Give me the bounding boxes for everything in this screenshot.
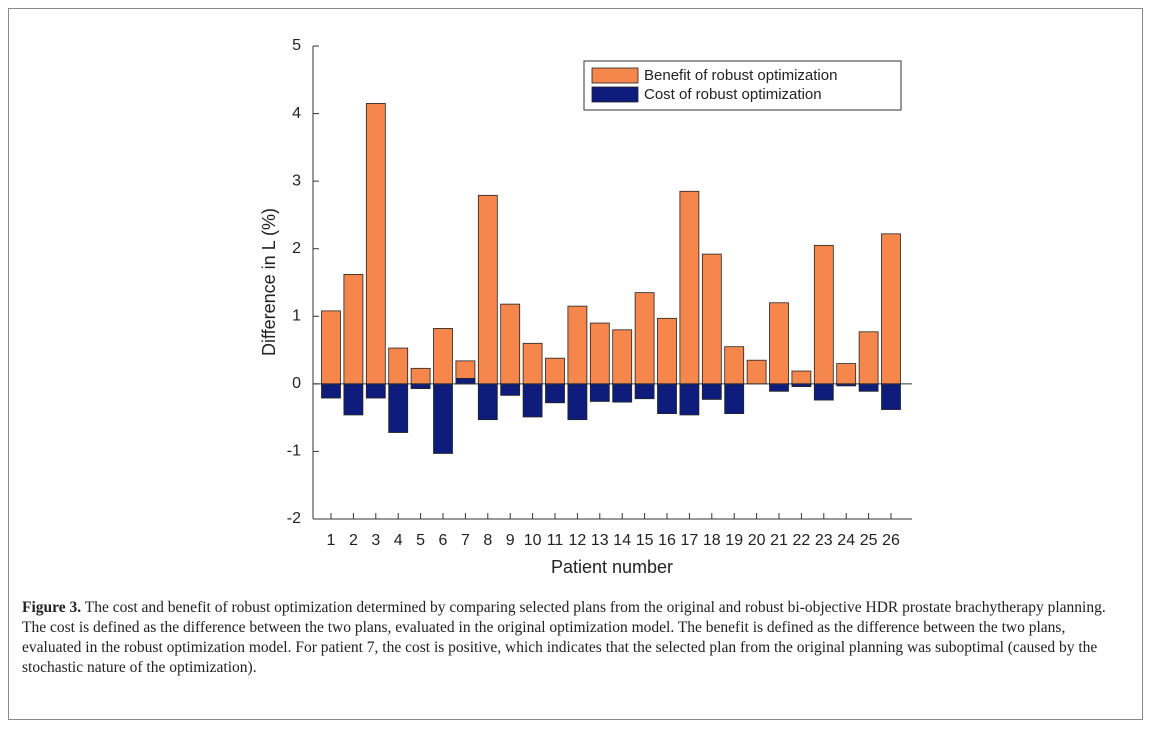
x-tick-label: 7 — [461, 532, 470, 549]
x-tick-label: 18 — [703, 532, 721, 549]
bar — [701, 383, 722, 400]
bar — [791, 370, 812, 385]
bar — [769, 383, 789, 392]
x-tick-label: 8 — [483, 532, 492, 549]
x-tick-label: 5 — [416, 532, 425, 549]
legend-swatch — [591, 67, 639, 84]
x-tick-label: 25 — [860, 532, 878, 549]
x-tick-label: 2 — [349, 532, 358, 549]
x-tick-label: 13 — [591, 532, 609, 549]
x-tick-label: 24 — [837, 532, 855, 549]
y-tick-label: -1 — [287, 443, 301, 460]
bar — [769, 302, 789, 385]
bar — [589, 322, 610, 385]
figure-frame — [8, 8, 1143, 720]
bar — [410, 367, 431, 385]
y-tick-label: 3 — [292, 172, 301, 189]
bar — [388, 383, 409, 433]
bar — [500, 383, 521, 396]
x-tick-label: 26 — [882, 532, 900, 549]
x-tick-label: 12 — [569, 532, 587, 549]
bar — [679, 190, 700, 385]
bar — [455, 378, 476, 385]
x-tick-label: 4 — [394, 532, 403, 549]
x-tick-label: 9 — [506, 532, 515, 549]
bar — [612, 383, 633, 403]
bar — [634, 292, 655, 385]
bar — [836, 363, 857, 385]
bar — [634, 383, 655, 400]
bar — [881, 233, 901, 385]
bar — [567, 383, 588, 421]
bar — [657, 383, 677, 414]
caption: Figure 3. The cost and benefit of robust… — [22, 598, 1127, 678]
bar — [612, 329, 633, 385]
bar — [701, 253, 722, 385]
bar — [881, 383, 901, 410]
x-tick-label: 21 — [770, 532, 788, 549]
chart: Patient number Difference in L (%) -2 -1 0… — [259, 37, 912, 577]
y-axis-label: Difference in L (%) — [259, 208, 279, 356]
bar — [545, 383, 565, 404]
figure-label: Figure 3. — [22, 599, 82, 616]
bar — [724, 346, 745, 385]
bar — [545, 357, 565, 385]
x-tick-label: 16 — [658, 532, 676, 549]
bar — [365, 103, 386, 385]
bar — [567, 305, 588, 385]
x-tick-label: 23 — [815, 532, 833, 549]
bar — [433, 383, 453, 454]
y-tick-label: 2 — [292, 240, 301, 257]
bar — [522, 342, 543, 385]
x-tick-label: 14 — [613, 532, 631, 549]
bar — [343, 383, 364, 416]
y-tick-label: 4 — [292, 105, 301, 122]
bar — [388, 347, 409, 385]
bar — [589, 383, 610, 402]
legend-label: Benefit of robust optimization — [644, 67, 837, 84]
bar — [433, 328, 453, 385]
bar — [858, 383, 879, 392]
bar — [477, 383, 498, 421]
x-tick-label: 15 — [636, 532, 654, 549]
x-tick-label: 6 — [439, 532, 448, 549]
bar — [477, 194, 498, 385]
bar — [321, 383, 341, 399]
x-tick-label: 17 — [681, 532, 699, 549]
bar — [813, 383, 834, 401]
y-tick-label: 1 — [292, 308, 301, 325]
bar — [365, 383, 386, 399]
caption-text: The cost and benefit of robust optimizat… — [22, 599, 1106, 676]
bar — [321, 310, 341, 385]
x-tick-label: 20 — [748, 532, 766, 549]
bar — [746, 359, 767, 385]
bar — [522, 383, 543, 418]
bar — [657, 317, 677, 385]
bar — [343, 273, 364, 385]
x-axis-label: Patient number — [551, 557, 673, 577]
bar — [724, 383, 745, 414]
legend-label: Cost of robust optimization — [644, 86, 822, 103]
x-tick-label: 1 — [327, 532, 336, 549]
x-tick-label: 22 — [793, 532, 811, 549]
bar — [679, 383, 700, 416]
bar — [410, 383, 431, 389]
y-tick-label: -2 — [287, 510, 301, 527]
legend-swatch — [591, 86, 639, 103]
x-tick-label: 11 — [547, 532, 564, 549]
y-tick-label: 0 — [292, 375, 301, 392]
x-tick-label: 10 — [524, 532, 542, 549]
x-tick-label: 3 — [371, 532, 380, 549]
x-tick-label: 19 — [725, 532, 743, 549]
bar — [858, 331, 879, 385]
y-tick-label: 5 — [292, 37, 301, 54]
bar — [813, 244, 834, 385]
bar — [500, 303, 521, 385]
